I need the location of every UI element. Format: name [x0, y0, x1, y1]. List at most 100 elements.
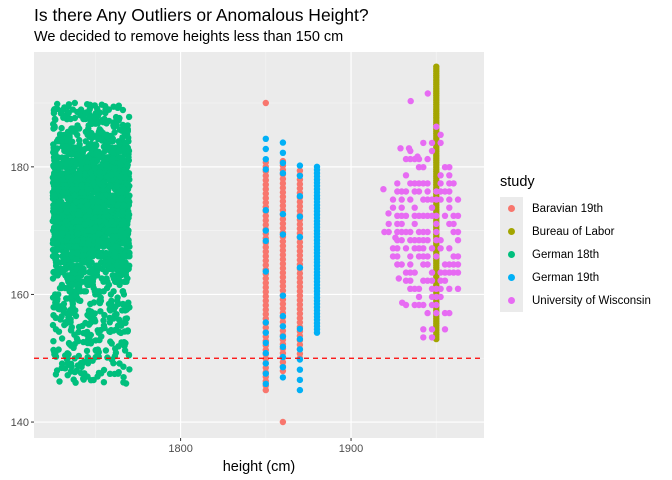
point-german-19th	[279, 159, 287, 167]
point-university-of-wisconsin	[407, 228, 414, 236]
point-german-18th	[50, 346, 57, 354]
point-german-18th	[101, 324, 108, 332]
point-german-18th	[55, 346, 62, 353]
point-baravian-19th	[279, 418, 287, 426]
point-baravian-19th	[262, 311, 269, 318]
point-german-18th	[107, 182, 114, 190]
point-german-18th	[111, 129, 118, 136]
point-baravian-19th	[279, 202, 287, 209]
point-german-18th	[58, 124, 65, 132]
point-german-18th	[57, 316, 64, 323]
point-german-18th	[73, 256, 81, 263]
point-german-18th	[64, 360, 72, 367]
point-german-19th	[262, 360, 269, 367]
point-baravian-19th	[279, 269, 287, 276]
point-baravian-19th	[296, 180, 304, 188]
point-german-19th	[296, 172, 304, 179]
point-university-of-wisconsin	[414, 153, 421, 160]
point-university-of-wisconsin	[454, 285, 462, 292]
point-german-18th	[63, 319, 70, 326]
point-university-of-wisconsin	[407, 269, 414, 276]
point-baravian-19th	[296, 292, 304, 299]
point-university-of-wisconsin	[454, 269, 462, 276]
point-university-of-wisconsin	[397, 145, 404, 152]
point-university-of-wisconsin	[424, 180, 431, 187]
point-german-18th	[102, 347, 110, 354]
point-university-of-wisconsin	[424, 309, 431, 317]
point-university-of-wisconsin	[446, 245, 453, 252]
point-german-19th	[262, 145, 269, 153]
point-german-18th	[65, 243, 73, 250]
point-german-18th	[71, 331, 78, 338]
point-baravian-19th	[296, 305, 304, 313]
point-german-18th	[50, 149, 57, 156]
point-german-18th	[95, 369, 103, 377]
point-university-of-wisconsin	[424, 237, 431, 244]
point-university-of-wisconsin	[437, 131, 444, 138]
point-university-of-wisconsin	[407, 180, 414, 187]
point-university-of-wisconsin	[450, 180, 457, 187]
point-german-18th	[59, 230, 66, 237]
point-german-18th	[64, 256, 71, 263]
point-german-18th	[100, 278, 107, 285]
point-german-18th	[125, 201, 132, 209]
point-german-18th	[82, 330, 89, 337]
point-german-18th	[64, 372, 71, 379]
point-german-18th	[108, 217, 115, 225]
point-german-18th	[67, 327, 75, 334]
point-german-18th	[79, 253, 86, 260]
point-baravian-19th	[279, 198, 287, 205]
point-german-18th	[91, 102, 99, 109]
point-baravian-19th	[279, 283, 287, 290]
point-german-18th	[59, 106, 66, 114]
point-german-18th	[82, 319, 89, 327]
point-baravian-19th	[296, 207, 304, 215]
point-german-18th	[120, 363, 127, 370]
point-german-18th	[116, 140, 123, 147]
point-german-18th	[99, 129, 107, 137]
point-german-18th	[108, 171, 115, 179]
point-german-18th	[96, 217, 103, 225]
point-german-18th	[60, 308, 68, 316]
chart-subtitle: We decided to remove heights less than 1…	[34, 29, 344, 45]
point-university-of-wisconsin	[424, 188, 431, 195]
legend-item-german-18th: German 18th	[500, 243, 651, 266]
point-german-18th	[108, 265, 116, 273]
point-university-of-wisconsin	[407, 253, 414, 260]
point-german-19th	[279, 364, 287, 371]
point-baravian-19th	[262, 293, 269, 300]
point-german-18th	[66, 133, 73, 141]
point-german-18th	[114, 104, 121, 112]
point-german-18th	[88, 174, 96, 181]
point-university-of-wisconsin	[450, 212, 457, 219]
point-german-18th	[74, 237, 81, 244]
point-german-19th	[262, 349, 269, 357]
point-university-of-wisconsin	[420, 245, 427, 252]
point-baravian-19th	[279, 193, 287, 200]
point-german-19th	[279, 231, 287, 238]
point-german-19th	[262, 329, 269, 336]
point-german-18th	[52, 116, 59, 123]
point-university-of-wisconsin	[411, 204, 418, 211]
point-german-18th	[119, 288, 127, 295]
point-university-of-wisconsin	[394, 253, 401, 260]
point-baravian-19th	[296, 319, 304, 326]
point-german-18th	[65, 101, 73, 108]
point-german-18th	[70, 205, 77, 212]
legend-swatch	[508, 251, 515, 258]
point-german-18th	[118, 154, 126, 161]
point-german-18th	[124, 275, 131, 282]
point-german-18th	[76, 170, 84, 177]
point-german-19th	[262, 319, 269, 326]
point-baravian-19th	[296, 256, 304, 264]
point-baravian-19th	[279, 318, 287, 326]
point-german-18th	[115, 343, 122, 350]
point-university-of-wisconsin	[389, 196, 397, 203]
point-baravian-19th	[296, 203, 304, 210]
point-german-18th	[58, 154, 66, 161]
point-university-of-wisconsin	[437, 293, 444, 301]
point-german-18th	[59, 176, 66, 183]
point-baravian-19th	[296, 252, 304, 259]
point-german-19th	[279, 374, 287, 381]
point-german-18th	[78, 189, 85, 196]
